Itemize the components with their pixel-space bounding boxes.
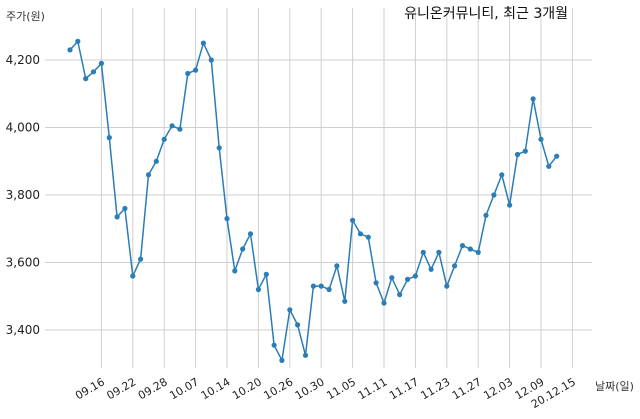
data-point [240, 246, 246, 252]
data-point [255, 286, 261, 293]
y-tick-label: 4,000 [6, 121, 40, 135]
data-point [67, 47, 73, 53]
x-tick-label: 10.20 [230, 375, 264, 402]
data-point [538, 136, 544, 142]
data-point [216, 145, 222, 151]
series-layer [67, 38, 560, 363]
x-tick-label: 09.28 [136, 375, 170, 402]
data-point [483, 212, 489, 218]
data-point [389, 275, 395, 281]
data-point [342, 298, 348, 304]
x-tick-label: 11.11 [356, 375, 390, 402]
data-point [420, 249, 426, 255]
data-point [169, 123, 175, 129]
data-point [467, 246, 473, 252]
data-point [232, 268, 238, 274]
data-point [83, 76, 89, 82]
data-point [318, 283, 324, 289]
data-point [326, 286, 332, 293]
x-axis-label: 날짜(일) [595, 379, 634, 393]
data-point [522, 148, 528, 154]
data-point [177, 126, 183, 132]
data-point [114, 214, 120, 220]
data-point [491, 192, 497, 198]
data-point [357, 231, 363, 237]
x-tick-label: 10.07 [167, 375, 201, 402]
data-point [530, 96, 536, 102]
x-tick-label: 10.30 [293, 375, 327, 402]
data-point [208, 57, 214, 63]
data-point [381, 300, 387, 306]
data-point [122, 205, 128, 212]
data-point [428, 266, 434, 272]
data-point [499, 172, 505, 178]
data-point [459, 243, 466, 249]
data-point [514, 151, 521, 158]
data-point [153, 158, 159, 164]
x-tick-label: 10.26 [262, 375, 296, 402]
x-tick-label: 11.17 [387, 375, 421, 402]
data-point [106, 135, 112, 141]
data-point [397, 292, 403, 298]
data-point [98, 60, 104, 66]
data-point [130, 273, 136, 279]
x-tick-label: 11.23 [419, 375, 453, 402]
x-axis-ticks: 09.1609.2209.2810.0710.1410.2010.2610.30… [73, 375, 578, 411]
x-tick-label: 11.27 [450, 375, 484, 402]
data-point [405, 276, 411, 282]
data-point [193, 67, 199, 73]
data-point [279, 357, 285, 363]
data-point [138, 256, 144, 262]
data-point [373, 280, 379, 286]
y-tick-label: 4,200 [6, 53, 40, 67]
data-point [444, 283, 450, 289]
data-point [224, 216, 230, 222]
data-point [287, 307, 293, 313]
chart-title: 유니온커뮤니티, 최근 3개월 [404, 6, 568, 22]
x-tick-label: 09.16 [73, 375, 107, 402]
data-point [247, 231, 254, 237]
x-tick-label: 09.22 [105, 375, 139, 402]
data-point [75, 38, 81, 45]
data-point [554, 153, 560, 159]
y-tick-label: 3,800 [6, 188, 40, 202]
y-axis-label: 주가(원) [6, 10, 45, 23]
series-line [69, 39, 558, 363]
data-point [452, 263, 458, 269]
data-point [302, 352, 309, 358]
x-tick-label: 12.03 [481, 375, 515, 402]
data-point [90, 69, 97, 75]
y-tick-label: 3,600 [6, 256, 40, 270]
data-point [161, 136, 167, 142]
data-point [145, 172, 152, 178]
data-point [310, 283, 316, 289]
data-point [271, 342, 277, 348]
data-point [507, 202, 513, 208]
data-point [350, 217, 356, 223]
grid [45, 8, 592, 368]
data-point [263, 271, 269, 277]
data-point [412, 273, 418, 279]
data-point [295, 322, 301, 328]
x-tick-label: 10.14 [199, 375, 233, 402]
data-point [200, 40, 206, 46]
data-point [475, 249, 481, 255]
data-point [436, 249, 442, 255]
data-point [365, 234, 371, 240]
y-tick-label: 3,400 [6, 323, 40, 337]
data-point [546, 163, 552, 169]
data-point [185, 70, 191, 77]
y-axis-ticks: 3,400 3,600 3,800 4,000 4,200 [6, 53, 40, 337]
data-point [334, 263, 340, 269]
x-tick-label: 11.05 [324, 375, 358, 402]
